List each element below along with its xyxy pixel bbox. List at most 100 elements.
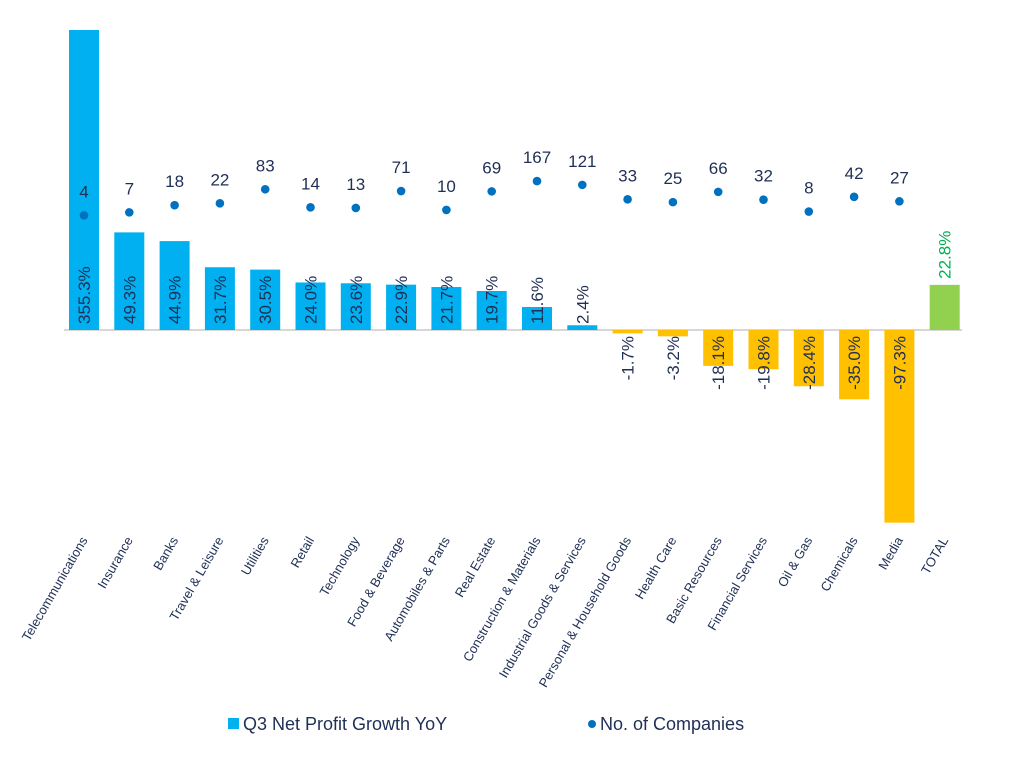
bar-14 xyxy=(703,330,734,366)
company-dot-6 xyxy=(351,203,361,213)
bar-value-label-11: 2.4% xyxy=(573,285,592,324)
company-count-label-8: 10 xyxy=(437,177,456,196)
company-count-label-12: 33 xyxy=(618,166,637,185)
bar-12 xyxy=(612,330,643,334)
company-count-label-10: 167 xyxy=(523,148,551,167)
bar-value-label-4: 30.5% xyxy=(256,276,275,324)
bar-9 xyxy=(476,290,507,330)
bar-3 xyxy=(204,267,235,330)
company-dot-18 xyxy=(895,197,904,206)
company-count-label-13: 25 xyxy=(663,169,682,188)
company-dot-5 xyxy=(306,203,315,212)
category-label-1: Insurance xyxy=(94,534,136,591)
category-label-5: Retail xyxy=(287,534,317,570)
company-dot-4 xyxy=(260,184,270,194)
category-label-4: Utilities xyxy=(238,534,272,578)
company-dot-8 xyxy=(442,205,451,215)
bar-6 xyxy=(340,283,371,330)
company-count-label-14: 66 xyxy=(709,159,728,178)
bar-15 xyxy=(748,330,779,370)
bar-1 xyxy=(114,232,145,330)
category-label-12: Personal & Household Goods xyxy=(536,534,635,690)
company-dot-12 xyxy=(623,195,632,204)
company-count-label-18: 27 xyxy=(890,168,909,187)
company-count-label-3: 22 xyxy=(210,170,229,189)
company-dot-0 xyxy=(79,211,89,220)
bar-value-label-18: -97.3% xyxy=(890,336,909,390)
company-dot-9 xyxy=(487,187,497,196)
company-count-label-9: 69 xyxy=(482,158,501,177)
chart-svg: 355.3% 4 Telecommunications 49.3% 7 Insurance… xyxy=(19,30,962,690)
company-dot-14 xyxy=(713,187,723,197)
category-label-11: Industrial Goods & Services xyxy=(496,534,589,681)
company-count-label-15: 32 xyxy=(754,167,773,186)
bar-value-label-5: 24.0% xyxy=(302,276,321,324)
bar-17 xyxy=(839,330,870,400)
company-dot-10 xyxy=(532,176,542,186)
bar-value-label-19: 22.8% xyxy=(936,231,955,279)
bar-value-label-7: 22.9% xyxy=(392,276,411,324)
category-label-2: Banks xyxy=(150,534,181,573)
bar-value-label-6: 23.6% xyxy=(347,276,366,324)
legend-label-growth: Q3 Net Profit Growth YoY xyxy=(243,714,448,734)
bar-18 xyxy=(884,330,915,523)
bar-value-label-3: 31.7% xyxy=(211,276,230,324)
bar-2 xyxy=(159,241,190,330)
company-dot-2 xyxy=(170,200,179,210)
bar-value-label-15: -19.8% xyxy=(755,336,774,390)
legend-swatch-growth xyxy=(228,718,239,729)
bar-19 xyxy=(929,284,960,330)
legend: Q3 Net Profit Growth YoY No. of Companie… xyxy=(0,710,1024,740)
category-label-13: Health Care xyxy=(632,534,680,602)
company-dot-13 xyxy=(668,197,678,207)
bar-4 xyxy=(250,269,281,330)
bar-value-label-2: 44.9% xyxy=(166,276,185,324)
company-count-label-11: 121 xyxy=(568,152,596,171)
category-label-16: Oil & Gas xyxy=(775,534,816,590)
bar-value-label-1: 49.3% xyxy=(120,276,139,324)
company-dot-11 xyxy=(578,180,587,190)
bar-10 xyxy=(522,307,552,330)
company-count-label-6: 13 xyxy=(346,175,365,194)
bar-16 xyxy=(793,330,824,387)
bar-value-label-8: 21.7% xyxy=(437,276,456,324)
company-count-label-16: 8 xyxy=(804,179,813,198)
company-count-label-2: 18 xyxy=(165,172,184,191)
bar-value-label-13: -3.2% xyxy=(664,336,683,380)
legend-label-companies: No. of Companies xyxy=(600,714,745,734)
company-count-label-17: 42 xyxy=(845,164,864,183)
bar-value-label-0: 355.3% xyxy=(75,266,94,324)
category-label-18: Media xyxy=(875,533,906,572)
bar-13 xyxy=(657,330,688,337)
bar-value-label-16: -28.4% xyxy=(800,336,819,390)
company-dot-15 xyxy=(759,195,768,204)
company-count-label-7: 71 xyxy=(392,158,411,177)
bar-8 xyxy=(431,287,462,330)
category-label-17: Chemicals xyxy=(817,534,861,594)
company-count-label-0: 4 xyxy=(79,182,88,201)
category-label-19: TOTAL xyxy=(918,534,951,577)
bar-7 xyxy=(386,284,417,330)
category-label-10: Construction & Materials xyxy=(460,534,544,665)
legend-dot-companies xyxy=(588,720,596,728)
bar-11 xyxy=(567,325,598,330)
company-count-label-5: 14 xyxy=(301,174,320,193)
bar-value-label-9: 19.7% xyxy=(483,276,502,324)
company-count-label-1: 7 xyxy=(125,179,134,198)
bar-value-label-12: -1.7% xyxy=(619,336,638,380)
company-dot-3 xyxy=(215,199,225,208)
company-dot-16 xyxy=(804,207,814,216)
company-dot-17 xyxy=(849,192,859,202)
category-label-6: Technology xyxy=(317,534,363,599)
category-label-9: Real Estate xyxy=(452,534,499,600)
legend-item-growth: Q3 Net Profit Growth YoY xyxy=(228,714,447,735)
bar-0 xyxy=(69,30,99,330)
company-dot-7 xyxy=(396,186,406,196)
company-count-label-4: 83 xyxy=(256,156,275,175)
bar-5 xyxy=(295,282,326,330)
bar-value-label-14: -18.1% xyxy=(709,336,728,390)
company-dot-1 xyxy=(125,208,134,217)
bar-value-label-17: -35.0% xyxy=(845,336,864,390)
bar-value-label-10: 11.6% xyxy=(528,277,547,324)
